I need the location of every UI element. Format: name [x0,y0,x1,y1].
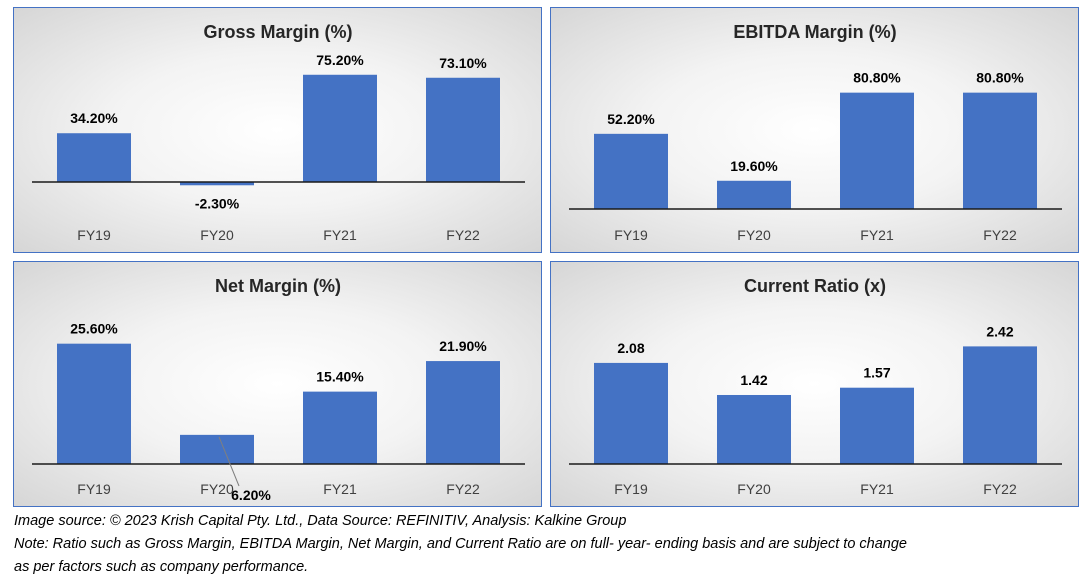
net-margin-tick-label-fy22: FY22 [446,481,480,497]
gross-margin-bar-fy22 [426,77,500,182]
gross-margin-tick-label-fy19: FY19 [77,227,111,243]
current-ratio-data-label-fy22: 2.42 [986,323,1013,339]
ebitda-margin-bar-fy19 [594,133,668,209]
gross-margin-data-label-fy22: 73.10% [439,55,487,71]
gross-margin-chart-title: Gross Margin (%) [203,22,352,42]
ebitda-margin-bar-fy21 [840,92,914,209]
net-margin-bar-fy22 [426,361,500,464]
footnotes: Image source: © 2023 Krish Capital Pty. … [14,510,1084,579]
current-ratio-tick-label-fy19: FY19 [614,481,648,497]
ebitda-margin-tick-label-fy20: FY20 [737,227,771,243]
net-margin-bar-fy21 [303,391,377,464]
current-ratio-tick-label-fy22: FY22 [983,481,1017,497]
ebitda-margin-tick-label-fy21: FY21 [860,227,894,243]
gross-margin-data-label-fy19: 34.20% [70,110,118,126]
net-margin-data-label-fy21: 15.40% [316,369,364,385]
current-ratio-tick-label-fy20: FY20 [737,481,771,497]
net-margin-chart-title: Net Margin (%) [215,276,341,296]
current-ratio-data-label-fy19: 2.08 [617,340,644,356]
ebitda-margin-bar-fy20 [717,180,791,209]
net-margin-bar-fy20 [180,434,254,464]
gross-margin-bar-fy21 [303,74,377,182]
gross-margin-chart: Gross Margin (%) 34.20% -2.30% 75.20% 73.10%… [13,7,542,253]
current-ratio-bar-fy21 [840,387,914,464]
current-ratio-chart-title: Current Ratio (x) [744,276,886,296]
current-ratio-bar-fy22 [963,346,1037,464]
ebitda-margin-chart-svg: EBITDA Margin (%) 52.20% 19.60% 80.80% 80.80… [569,22,1062,243]
note-text-line-2: as per factors such as company performan… [14,559,309,575]
net-margin-bar-fy19 [57,343,131,464]
net-margin-tick-label-fy19: FY19 [77,481,111,497]
gross-margin-chart-svg: Gross Margin (%) 34.20% -2.30% 75.20% 73.10%… [32,22,525,243]
net-margin-label-leader-line [218,436,240,487]
ebitda-margin-tick-label-fy19: FY19 [614,227,648,243]
gross-margin-tick-label-fy20: FY20 [200,227,234,243]
image-source-text: Image source: © 2023 Krish Capital Pty. … [14,513,627,529]
current-ratio-chart: Current Ratio (x) 2.08 1.42 1.57 2.42 FY19 FY2… [550,261,1079,507]
ebitda-margin-chart: EBITDA Margin (%) 52.20% 19.60% 80.80% 80.80… [550,7,1079,253]
gross-margin-tick-label-fy21: FY21 [323,227,357,243]
current-ratio-bar-fy20 [717,394,791,464]
gross-margin-data-label-fy21: 75.20% [316,52,364,68]
current-ratio-bar-fy19 [594,362,668,464]
current-ratio-data-label-fy20: 1.42 [740,372,767,388]
net-margin-data-label-fy19: 25.60% [70,321,118,337]
net-margin-tick-label-fy20: FY20 [200,481,234,497]
ebitda-margin-data-label-fy20: 19.60% [730,158,778,174]
net-margin-chart: Net Margin (%) 25.60% 6.20% 15.40% 21.90% FY1… [13,261,542,507]
gross-margin-bar-fy19 [57,133,131,182]
net-margin-tick-label-fy21: FY21 [323,481,357,497]
current-ratio-tick-label-fy21: FY21 [860,481,894,497]
gross-margin-tick-label-fy22: FY22 [446,227,480,243]
ebitda-margin-bar-fy22 [963,92,1037,209]
gross-margin-bar-fy20 [180,182,254,186]
current-ratio-chart-svg: Current Ratio (x) 2.08 1.42 1.57 2.42 FY19 FY2… [569,276,1062,497]
current-ratio-data-label-fy21: 1.57 [863,365,890,381]
ebitda-margin-chart-title: EBITDA Margin (%) [733,22,896,42]
net-margin-data-label-fy20: 6.20% [231,487,271,503]
ebitda-margin-data-label-fy21: 80.80% [853,70,901,86]
ebitda-margin-tick-label-fy22: FY22 [983,227,1017,243]
net-margin-data-label-fy22: 21.90% [439,338,487,354]
net-margin-chart-svg: Net Margin (%) 25.60% 6.20% 15.40% 21.90% FY1… [32,276,525,503]
ebitda-margin-data-label-fy19: 52.20% [607,111,655,127]
gross-margin-data-label-fy20: -2.30% [195,195,240,211]
note-text-line-1: Note: Ratio such as Gross Margin, EBITDA… [14,536,907,552]
ebitda-margin-data-label-fy22: 80.80% [976,70,1024,86]
